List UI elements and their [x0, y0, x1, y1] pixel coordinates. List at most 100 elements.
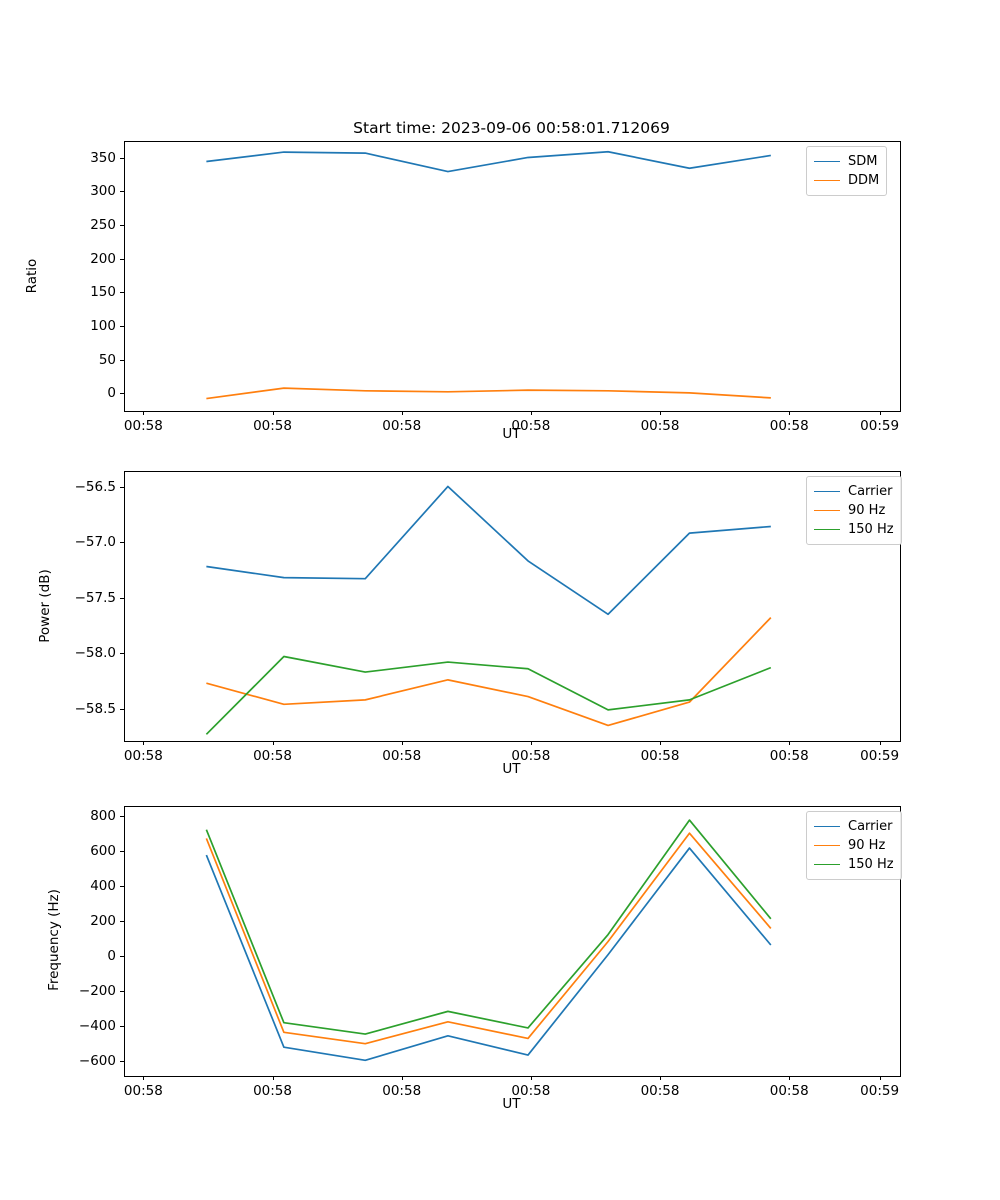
legend-label: Carrier — [848, 484, 893, 499]
legend-line-swatch — [814, 161, 840, 162]
data-line-ddm — [206, 387, 771, 400]
legend-line-swatch — [814, 510, 840, 511]
xtick-label: 00:58 — [769, 418, 809, 434]
ytick-label: 200 — [90, 250, 116, 267]
subplot-1-legend: SDM DDM — [806, 146, 888, 196]
xtick-label: 00:58 — [511, 1083, 551, 1099]
xtick-mark — [879, 1076, 881, 1080]
xtick-label: 00:58 — [123, 418, 163, 434]
xtick-label: 00:59 — [860, 1083, 900, 1099]
ytick-label: −400 — [78, 1018, 116, 1035]
xtick-label: 00:58 — [640, 418, 680, 434]
ytick-mark — [120, 851, 124, 853]
xtick-mark — [879, 741, 881, 745]
xtick-label: 00:58 — [123, 748, 163, 764]
legend-label: 90 Hz — [848, 503, 886, 518]
xtick-label: 00:58 — [511, 748, 551, 764]
ytick-mark — [120, 542, 124, 544]
legend-entry-150-hz[interactable]: 150 Hz — [814, 855, 894, 874]
xtick-mark — [789, 411, 791, 415]
ytick-mark — [120, 921, 124, 923]
xtick-label: 00:58 — [382, 748, 422, 764]
xtick-mark — [530, 1076, 532, 1080]
subplot-2-lines — [205, 485, 772, 735]
subplot-2-legend: Carrier 90 Hz 150 Hz — [806, 476, 902, 545]
ytick-label: 250 — [90, 217, 116, 234]
xtick-label: 00:58 — [640, 748, 680, 764]
ytick-label: 400 — [90, 878, 116, 895]
xtick-label: 00:58 — [253, 418, 292, 434]
xtick-label: 00:58 — [511, 418, 551, 434]
data-line-carrier — [206, 485, 771, 616]
xtick-mark — [272, 741, 274, 745]
xtick-mark — [879, 411, 881, 415]
ytick-label: 100 — [90, 317, 116, 334]
subplot-3-legend: Carrier 90 Hz 150 Hz — [806, 811, 902, 880]
xtick-mark — [272, 411, 274, 415]
xtick-label: 00:59 — [860, 748, 900, 764]
legend-label: 90 Hz — [848, 838, 886, 853]
data-line-90-hz — [205, 832, 772, 1045]
xtick-mark — [401, 1076, 403, 1080]
ytick-label: 0 — [107, 385, 116, 402]
xtick-mark — [401, 411, 403, 415]
data-line-carrier — [205, 847, 772, 1062]
xtick-mark — [143, 411, 145, 415]
data-line-150-hz — [205, 819, 772, 1035]
xtick-label: 00:58 — [382, 1083, 422, 1099]
legend-entry-carrier[interactable]: Carrier — [814, 817, 894, 836]
ytick-mark — [120, 359, 124, 361]
legend-label: SDM — [848, 154, 878, 169]
xtick-mark — [530, 741, 532, 745]
legend-label: Carrier — [848, 819, 893, 834]
ytick-label: 150 — [90, 284, 116, 301]
data-line-150-hz — [205, 655, 772, 735]
subplot-1-ylabel: Ratio — [24, 258, 40, 294]
subplot-3-plot-area — [124, 806, 901, 1077]
xtick-label: 00:59 — [860, 418, 900, 434]
subplot-3-lines — [205, 819, 772, 1062]
ytick-mark — [120, 325, 124, 327]
ytick-mark — [120, 157, 124, 159]
ytick-label: 600 — [90, 843, 116, 860]
xtick-mark — [789, 741, 791, 745]
ytick-mark — [120, 597, 124, 599]
ytick-mark — [120, 393, 124, 395]
xtick-label: 00:58 — [769, 1083, 809, 1099]
ytick-mark — [120, 225, 124, 227]
ytick-label: 350 — [90, 149, 116, 166]
ytick-mark — [120, 258, 124, 260]
ytick-mark — [120, 1026, 124, 1028]
ytick-mark — [120, 191, 124, 193]
ytick-mark — [120, 653, 124, 655]
legend-line-swatch — [814, 826, 840, 827]
subplot-1-xlabel: UT — [502, 426, 521, 442]
xtick-mark — [660, 411, 662, 415]
xtick-label: 00:58 — [123, 1083, 163, 1099]
legend-label: DDM — [848, 173, 880, 188]
legend-entry-150-hz[interactable]: 150 Hz — [814, 520, 894, 539]
legend-entry-carrier[interactable]: Carrier — [814, 482, 894, 501]
data-line-sdm — [206, 150, 771, 173]
ytick-mark — [120, 292, 124, 294]
legend-entry-90-hz[interactable]: 90 Hz — [814, 836, 894, 855]
ytick-mark — [120, 991, 124, 993]
subplot-2-plot-area — [124, 471, 901, 742]
ytick-label: −58.5 — [74, 700, 116, 717]
ytick-label: −58.0 — [74, 645, 116, 662]
xtick-mark — [660, 1076, 662, 1080]
ytick-mark — [120, 708, 124, 710]
subplot-1-lines — [206, 150, 771, 400]
subplot-3-ylabel: Frequency (Hz) — [46, 889, 62, 991]
legend-line-swatch — [814, 180, 840, 181]
legend-entry-90-hz[interactable]: 90 Hz — [814, 501, 894, 520]
xtick-label: 00:58 — [640, 1083, 680, 1099]
legend-entry-sdm[interactable]: SDM — [814, 152, 879, 171]
xtick-mark — [143, 1076, 145, 1080]
xtick-mark — [143, 741, 145, 745]
legend-entry-ddm[interactable]: DDM — [814, 171, 879, 190]
subplot-3-xlabel: UT — [502, 1096, 521, 1112]
xtick-mark — [401, 741, 403, 745]
ytick-label: −57.5 — [74, 589, 116, 606]
